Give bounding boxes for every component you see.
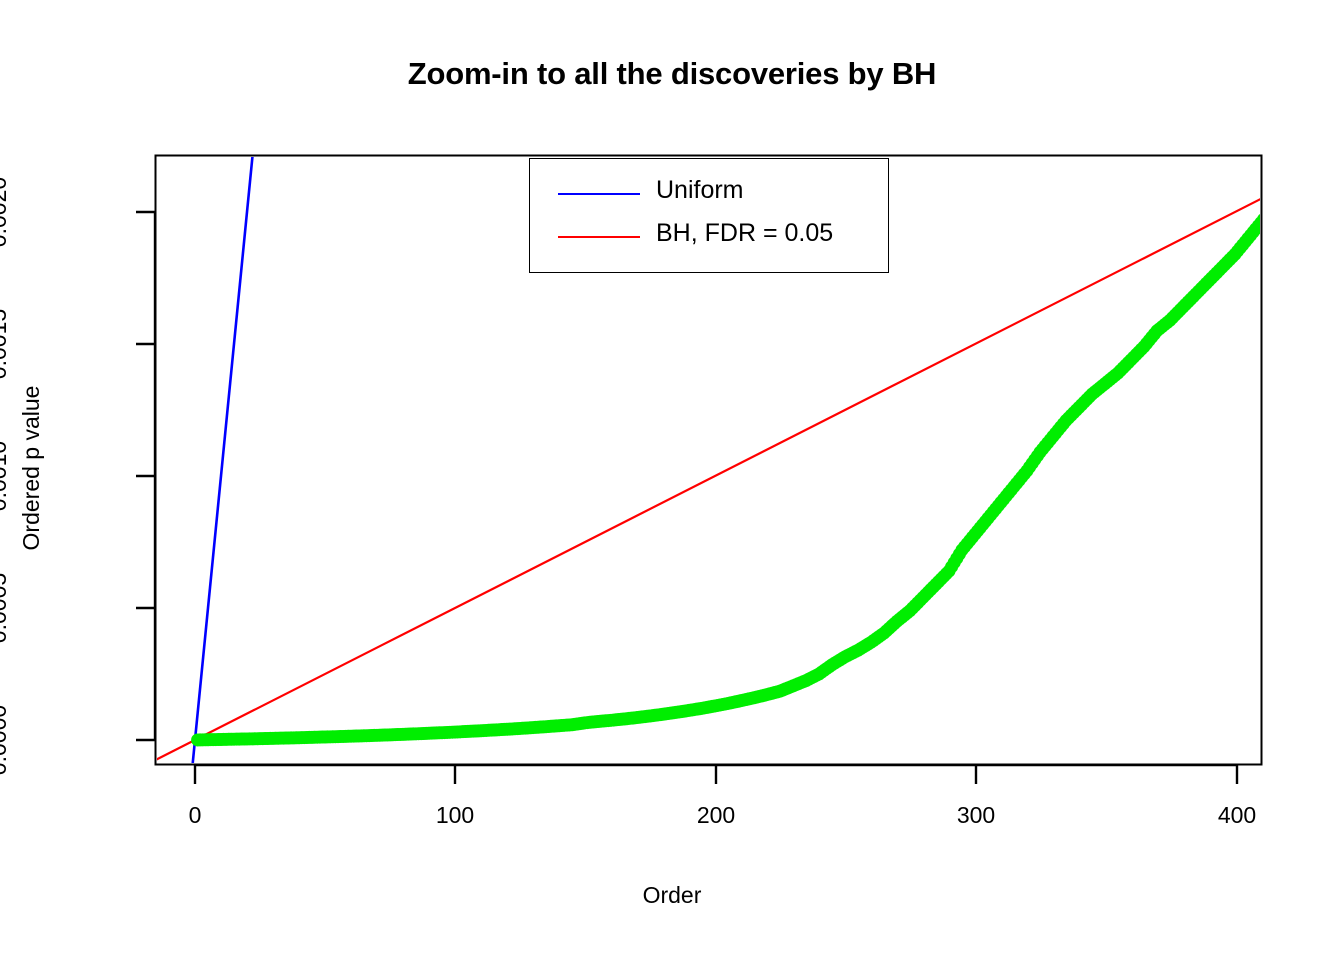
y-tick-label-0: 0.0000 xyxy=(0,704,11,776)
x-axis-title: Order xyxy=(642,882,702,908)
legend-label-bh: BH, FDR = 0.05 xyxy=(656,219,834,247)
page-title: Zoom-in to all the discoveries by BH xyxy=(407,56,937,91)
x-tick-label-400: 400 xyxy=(1217,802,1257,828)
legend: Uniform BH, FDR = 0.05 xyxy=(529,158,889,273)
y-axis-ticks xyxy=(136,210,155,742)
ordered-pvalue-points xyxy=(191,213,1260,747)
x-axis-ticks xyxy=(193,765,1239,784)
y-tick-label-0010: 0.0010 xyxy=(0,440,11,512)
y-axis-title: Ordered p value xyxy=(18,385,44,551)
bh-threshold-line xyxy=(157,198,1260,761)
y-tick-label-0005: 0.0005 xyxy=(0,572,11,644)
legend-entry-bh: BH, FDR = 0.05 xyxy=(530,216,888,258)
y-tick-label-0020: 0.0020 xyxy=(0,176,11,248)
y-tick-label-0015: 0.0015 xyxy=(0,308,11,380)
legend-label-uniform: Uniform xyxy=(656,176,744,204)
x-tick-label-200: 200 xyxy=(696,802,736,828)
x-tick-label-300: 300 xyxy=(956,802,996,828)
legend-swatch-uniform-icon xyxy=(558,193,640,195)
legend-swatch-bh-icon xyxy=(558,236,640,238)
legend-entry-uniform: Uniform xyxy=(530,173,888,215)
x-tick-label-0: 0 xyxy=(188,802,202,828)
uniform-reference-line xyxy=(191,157,254,763)
x-tick-label-100: 100 xyxy=(435,802,475,828)
